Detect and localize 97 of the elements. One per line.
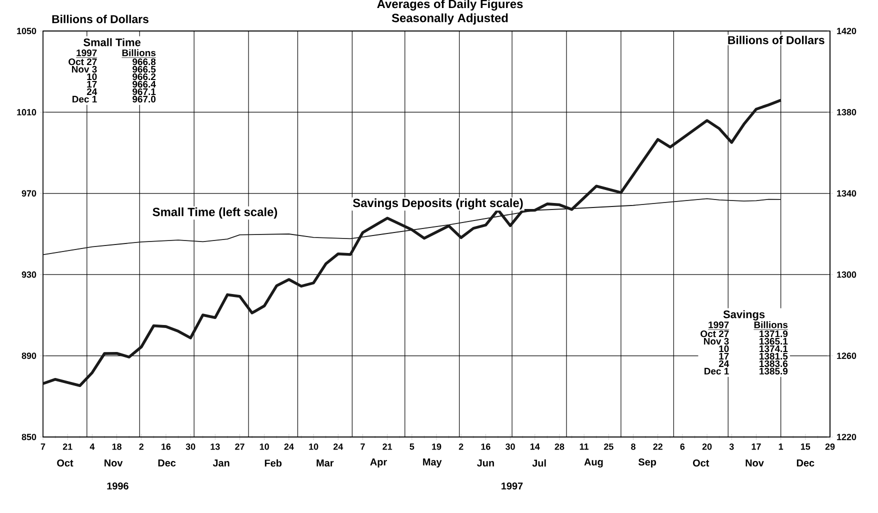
annotation: Oct 27 (68, 58, 97, 66)
annotation: 966.8 (132, 58, 156, 66)
annotation: 966.4 (132, 80, 156, 88)
annotation: 24 (86, 88, 98, 95)
text: Sep (638, 458, 656, 468)
text: Mar (316, 460, 334, 466)
text: Apr (370, 458, 387, 468)
annotation: 967.1 (132, 88, 156, 96)
y-tick-label: 930 (22, 271, 36, 278)
x-tick-label: 6 (680, 444, 685, 450)
chart-subtitle: Seasonally Adjusted (392, 13, 508, 25)
y2-tick-label: 1340 (837, 190, 856, 197)
text: 1996 (107, 482, 128, 490)
y-tick-label: 1050 (17, 28, 36, 34)
annotation: Savings (723, 310, 765, 320)
x-tick-label: 2 (458, 444, 464, 450)
annotation: 966.2 (132, 73, 156, 80)
x-tick-label: 15 (800, 444, 810, 450)
y2-tick-label: 1260 (837, 352, 856, 359)
annotation: Oct 27 (700, 330, 729, 338)
x-tick-label: 11 (580, 444, 589, 450)
annotation: 24 (718, 360, 730, 367)
annotation: 10 (87, 73, 97, 80)
x-tick-label: 17 (752, 444, 761, 450)
x-tick-label: 7 (360, 444, 365, 450)
x-tick-label: 7 (40, 444, 46, 450)
x-tick-label: 25 (604, 444, 614, 450)
x-tick-label: 19 (432, 444, 442, 450)
text: Dec (158, 460, 176, 466)
series-label: Small Time (left scale) (152, 207, 278, 219)
text: Oct (693, 459, 710, 467)
annotation: Dec 1 (72, 96, 97, 103)
annotation: 1371.9 (760, 330, 788, 338)
annotation: Nov 3 (704, 338, 729, 345)
x-tick-label: 16 (162, 444, 171, 450)
x-tick-label: 18 (112, 444, 122, 450)
x-tick-label: 24 (284, 444, 294, 450)
annotation: Nov 3 (72, 66, 97, 73)
series-label: Savings Deposits (right scale) (352, 198, 523, 210)
x-tick-label: 10 (260, 444, 269, 450)
annotation: Dec 1 (704, 368, 729, 375)
x-tick-label: 30 (186, 444, 196, 450)
annotation: Billions (122, 49, 156, 56)
x-tick-label: 2 (139, 444, 144, 450)
y2-tick-label: 1300 (837, 271, 856, 278)
x-tick-label: 30 (506, 444, 515, 450)
y2-tick-label: 1420 (837, 28, 856, 34)
annotation: 1385.9 (760, 368, 788, 375)
annotation: 966.5 (132, 66, 156, 73)
x-tick-label: 24 (333, 444, 344, 450)
x-tick-label: 22 (653, 444, 662, 450)
annotation: Small Time (84, 38, 141, 46)
text: Feb (264, 459, 282, 467)
x-tick-label: 28 (554, 444, 564, 450)
x-tick-label: 3 (729, 444, 734, 450)
text: Jul (532, 459, 546, 467)
x-tick-label: 5 (410, 444, 414, 450)
annotation: 1997 (76, 49, 97, 56)
annotation: 967.0 (132, 96, 156, 103)
text: Oct (57, 459, 74, 467)
text: 1997 (502, 482, 523, 490)
annotation: 10 (719, 345, 729, 352)
x-tick-label: 16 (481, 444, 490, 450)
annotation: 1381.5 (760, 352, 788, 360)
text: Jan (212, 460, 230, 466)
annotation: 1374.1 (760, 345, 788, 352)
x-tick-label: 8 (631, 444, 636, 450)
text: Nov (104, 460, 123, 466)
text: Jun (477, 460, 494, 466)
x-tick-label: 21 (382, 444, 392, 450)
x-tick-label: 4 (90, 444, 95, 450)
annotation: 17 (87, 80, 97, 88)
x-tick-label: 21 (62, 444, 72, 450)
annotation: 1383.6 (760, 360, 788, 368)
x-tick-label: 1 (778, 444, 784, 450)
text: Nov (746, 460, 764, 466)
y2-tick-label: 1380 (837, 109, 856, 116)
y2-axis-title: Billions of Dollars (728, 36, 824, 44)
annotation: 17 (719, 352, 729, 360)
x-tick-label: 20 (702, 444, 712, 450)
y-tick-label: 970 (22, 190, 36, 197)
text: May (423, 458, 442, 468)
annotation: 1997 (708, 321, 729, 328)
x-tick-label: 27 (235, 444, 244, 450)
x-tick-label: 13 (210, 444, 220, 450)
y2-tick-label: 1220 (837, 434, 856, 440)
y-axis-title: Billions of Dollars (52, 14, 148, 24)
y-tick-label: 1010 (17, 109, 36, 116)
text: Aug (584, 458, 603, 468)
x-tick-label: 10 (309, 444, 318, 450)
text: Dec (796, 460, 814, 466)
y-tick-label: 850 (22, 434, 36, 440)
x-tick-label: 29 (825, 444, 835, 450)
annotation: Billions (754, 321, 788, 328)
annotation: 1365.1 (760, 338, 788, 345)
y-tick-label: 890 (22, 352, 36, 359)
x-tick-label: 14 (530, 444, 540, 450)
